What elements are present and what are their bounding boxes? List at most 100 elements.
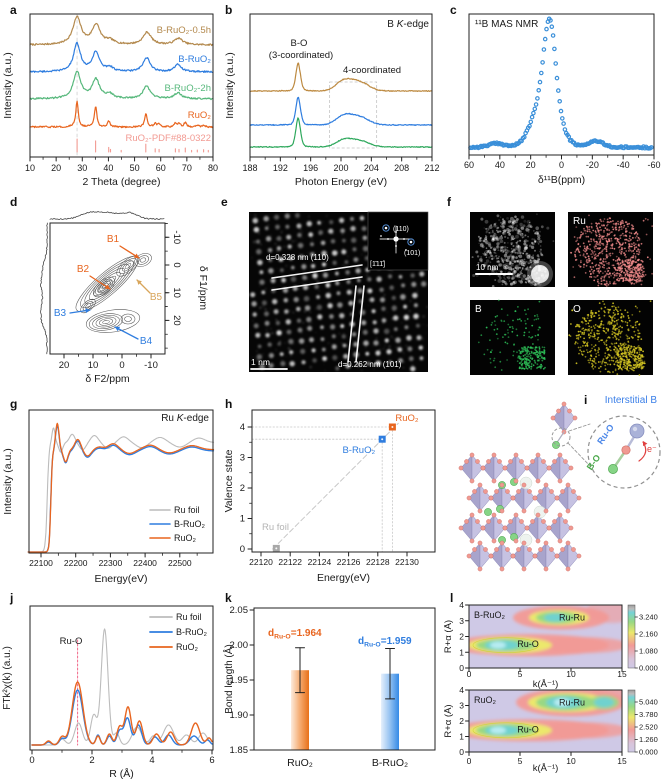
panel-letter-j: j — [10, 591, 14, 605]
svg-text:B-RuO₂: B-RuO₂ — [372, 757, 408, 769]
svg-text:70: 70 — [182, 163, 192, 173]
svg-text:Ru: Ru — [573, 216, 586, 227]
svg-text:5.040: 5.040 — [639, 698, 658, 707]
svg-text:10: 10 — [25, 163, 35, 173]
svg-text:10 nm: 10 nm — [476, 263, 499, 272]
svg-text:22500: 22500 — [168, 558, 192, 568]
svg-text:e⁻: e⁻ — [647, 444, 657, 454]
panel-letter-f: f — [447, 195, 451, 209]
svg-text:δ¹¹B(ppm): δ¹¹B(ppm) — [538, 174, 585, 186]
svg-text:192: 192 — [273, 163, 288, 173]
svg-text:1.95: 1.95 — [230, 675, 249, 686]
svg-text:-20: -20 — [586, 160, 599, 170]
svg-text:20: 20 — [526, 160, 536, 170]
svg-text:Intensity (a.u.): Intensity (a.u.) — [2, 52, 14, 119]
svg-text:0: 0 — [459, 663, 464, 673]
svg-text:RuO₂: RuO₂ — [474, 695, 497, 705]
svg-text:Ru-O: Ru-O — [60, 636, 83, 647]
svg-text:22128: 22128 — [366, 557, 390, 567]
svg-text:0: 0 — [29, 755, 34, 766]
svg-text:0: 0 — [240, 544, 245, 555]
svg-text:Energy(eV): Energy(eV) — [94, 573, 147, 585]
svg-text:0: 0 — [459, 747, 464, 757]
panel-letter-b: b — [225, 3, 233, 17]
svg-text:Intensity (a.u.): Intensity (a.u.) — [224, 52, 236, 119]
svg-text:B-RuO₂-2h: B-RuO₂-2h — [165, 83, 211, 94]
svg-text:2.00: 2.00 — [230, 640, 249, 651]
svg-text:k(Å⁻¹): k(Å⁻¹) — [533, 679, 559, 690]
panel-letter-i: i — [584, 393, 588, 407]
svg-text:¹¹B MAS NMR: ¹¹B MAS NMR — [475, 19, 538, 30]
svg-text:4: 4 — [240, 422, 245, 433]
svg-text:[1̄11̄]: [1̄11̄] — [370, 261, 385, 268]
svg-text:B5: B5 — [150, 292, 163, 303]
svg-text:2.160: 2.160 — [639, 630, 658, 639]
svg-text:0: 0 — [119, 360, 124, 371]
svg-text:-10: -10 — [171, 230, 182, 244]
svg-text:R (Å): R (Å) — [109, 767, 134, 780]
panel-e-tem-image: d=0.328 nm (110) d=0.262 nm (101) 1 nm (110… — [249, 211, 429, 372]
svg-text:10: 10 — [566, 756, 576, 766]
svg-text:d=0.262 nm (101): d=0.262 nm (101) — [338, 360, 402, 369]
svg-text:R+α (Å): R+α (Å) — [444, 704, 454, 737]
svg-text:40: 40 — [103, 163, 113, 173]
panel-letter-k: k — [225, 591, 232, 605]
svg-text:2.05: 2.05 — [230, 605, 249, 616]
svg-text:B4: B4 — [140, 336, 153, 347]
svg-text:RuO₂: RuO₂ — [174, 533, 197, 543]
svg-text:22124: 22124 — [308, 557, 332, 567]
svg-text:3.240: 3.240 — [639, 613, 658, 622]
svg-text:δ F2/ppm: δ F2/ppm — [85, 373, 130, 385]
svg-text:(110): (110) — [393, 226, 409, 233]
svg-text:4: 4 — [459, 685, 464, 695]
panel-h-valence-chart: Ru foil B-RuO₂ RuO₂ 22120 22122 22124 22126 221… — [223, 409, 436, 584]
svg-text:0.000: 0.000 — [639, 748, 658, 757]
svg-text:5: 5 — [518, 669, 523, 679]
svg-text:B2: B2 — [77, 264, 90, 275]
svg-text:1: 1 — [240, 514, 245, 525]
panel-d-2d-nmr-contour: 20 10 0 -10 -10 0 10 20 B1 B2 B3 B4 B5 δ F2/ppm δ F1/p… — [40, 211, 209, 385]
svg-text:Ru-O: Ru-O — [517, 724, 539, 734]
svg-text:RuO₂-PDF#88-0322: RuO₂-PDF#88-0322 — [125, 133, 211, 144]
svg-text:B: B — [475, 304, 482, 315]
svg-text:2.520: 2.520 — [639, 723, 658, 732]
svg-text:O: O — [573, 304, 581, 315]
svg-text:20: 20 — [59, 360, 70, 371]
svg-text:10: 10 — [88, 360, 99, 371]
svg-text:0: 0 — [467, 756, 472, 766]
svg-text:δ F1/ppm: δ F1/ppm — [197, 266, 209, 311]
svg-text:Energy(eV): Energy(eV) — [317, 572, 370, 584]
svg-text:B-RuO₂: B-RuO₂ — [176, 627, 208, 637]
panel-letter-h: h — [225, 397, 233, 411]
svg-text:1.90: 1.90 — [230, 710, 249, 721]
svg-text:2: 2 — [459, 716, 464, 726]
svg-text:4: 4 — [459, 600, 464, 610]
svg-text:22300: 22300 — [99, 558, 123, 568]
svg-text:B-RuO₂: B-RuO₂ — [474, 610, 506, 620]
svg-text:dRu-O=1.964: dRu-O=1.964 — [268, 628, 322, 641]
svg-text:10: 10 — [566, 669, 576, 679]
panel-letter-d: d — [10, 195, 18, 209]
svg-text:Ru foil: Ru foil — [176, 612, 202, 622]
svg-text:3: 3 — [459, 701, 464, 711]
svg-text:60: 60 — [156, 163, 166, 173]
svg-text:15: 15 — [617, 669, 627, 679]
svg-text:22120: 22120 — [249, 557, 273, 567]
panel-letter-g: g — [10, 397, 18, 411]
svg-text:0: 0 — [559, 160, 564, 170]
svg-text:k(Å⁻¹): k(Å⁻¹) — [533, 763, 559, 774]
panel-letter-l: l — [450, 591, 454, 605]
svg-text:1.260: 1.260 — [639, 735, 658, 744]
svg-text:40: 40 — [495, 160, 505, 170]
svg-text:RuO₂: RuO₂ — [188, 110, 212, 121]
svg-text:Ru foil: Ru foil — [262, 522, 289, 533]
svg-text:3.780: 3.780 — [639, 710, 658, 719]
svg-text:2: 2 — [240, 483, 245, 494]
svg-text:4: 4 — [149, 755, 154, 766]
panel-f-eds-maps: 10 nm Ru B O — [470, 212, 654, 376]
svg-text:200: 200 — [333, 163, 348, 173]
svg-text:3: 3 — [459, 616, 464, 626]
svg-text:R+α (Å): R+α (Å) — [444, 620, 454, 653]
svg-text:50: 50 — [130, 163, 140, 173]
